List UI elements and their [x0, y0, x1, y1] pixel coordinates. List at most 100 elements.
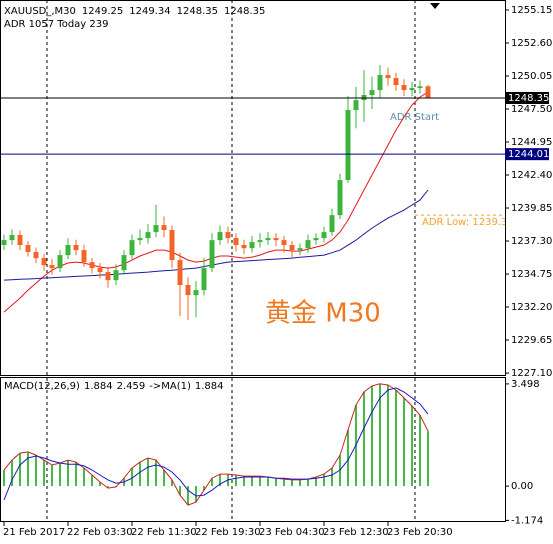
macd-bar	[155, 460, 157, 487]
macd-bar	[259, 476, 261, 487]
candle-body	[377, 75, 383, 91]
y-tick-label: 3.498	[511, 379, 540, 390]
macd-header-field: 2.459	[117, 381, 146, 392]
x-tick-label: 22 Feb 03:30	[67, 527, 133, 538]
header-field: XAUUSD_,M30	[4, 6, 76, 17]
macd-bar	[267, 477, 269, 487]
candle-body	[201, 268, 207, 291]
y-tick-label: 1237.30	[511, 236, 552, 247]
candle-body	[169, 230, 175, 261]
macd-bar	[411, 406, 413, 487]
x-tick-label: 21 Feb 2017	[3, 527, 65, 538]
candle-body	[57, 255, 63, 269]
candle-body	[409, 88, 415, 91]
macd-bar	[403, 397, 405, 487]
candle-body	[1, 240, 7, 245]
symbol-header: XAUUSD_,M30 1249.25 1249.34 1248.35 1248.35	[4, 6, 265, 17]
indicator-label: ADR 1057 Today 239	[4, 19, 108, 30]
y-tick-label: 1252.60	[511, 38, 552, 49]
y-tick-label: 1250.05	[511, 71, 552, 82]
candle-body	[41, 258, 47, 266]
macd-pane	[0, 377, 506, 522]
shift-marker	[430, 3, 440, 9]
price-label: 1244.01	[508, 149, 549, 160]
macd-bar	[91, 474, 93, 487]
macd-header-field: ->MA(1)	[149, 381, 191, 392]
candle-body	[417, 86, 423, 89]
candle-body	[225, 232, 231, 239]
candle-body	[129, 240, 135, 256]
price-label-box	[505, 148, 549, 161]
macd-bar	[171, 479, 173, 487]
candle-body	[401, 85, 407, 91]
y-tick-label: 1232.20	[511, 302, 552, 313]
macd-bar	[107, 486, 109, 489]
macd-bar	[275, 478, 277, 487]
moving-average	[3, 189, 429, 281]
macd-bar	[187, 486, 189, 506]
macd-bar	[251, 476, 253, 487]
y-tick-label: -1.174	[511, 515, 543, 526]
candle-body	[81, 250, 87, 263]
price-pane	[0, 0, 506, 376]
x-tick-label: 22 Feb 11:30	[131, 527, 197, 538]
price-label: 1248.35	[508, 93, 549, 104]
macd-bar	[147, 458, 149, 487]
macd-bar	[43, 460, 45, 487]
macd-bar	[331, 467, 333, 487]
macd-bar	[75, 462, 77, 487]
macd-bar	[219, 474, 221, 487]
macd-bar	[51, 465, 53, 487]
candle-body	[9, 235, 15, 241]
macd-bar	[299, 479, 301, 487]
y-tick-label: 1242.40	[511, 170, 552, 181]
macd-bar	[131, 467, 133, 487]
macd-ma-line	[3, 383, 429, 506]
y-tick-label: 1229.65	[511, 335, 552, 346]
candle-body	[313, 238, 319, 241]
macd-bar	[59, 462, 61, 487]
macd-bar	[67, 460, 69, 487]
macd-bar	[163, 470, 165, 487]
candle-body	[329, 215, 335, 233]
macd-bar	[427, 431, 429, 487]
candle-body	[305, 240, 311, 249]
macd-bar	[291, 479, 293, 487]
macd-bar	[35, 455, 37, 487]
x-tick-label: 23 Feb 20:30	[387, 527, 453, 538]
y-tick-label: 1227.10	[511, 368, 552, 379]
x-tick-label: 23 Feb 04:30	[259, 527, 325, 538]
candle-body	[233, 238, 239, 246]
signal-line	[3, 387, 429, 501]
macd-bar	[211, 478, 213, 487]
candle-body	[345, 110, 351, 181]
candle-body	[257, 240, 263, 243]
y-tick-label: 1244.95	[511, 137, 552, 148]
macd-bar	[419, 415, 421, 487]
macd-header-field: 1.884	[195, 381, 224, 392]
candle-body	[265, 238, 271, 241]
macd-header: MACD(12,26,9) 1.884 2.459 ->MA(1) 1.884	[4, 381, 224, 392]
macd-bar	[99, 481, 101, 487]
candle-body	[33, 252, 39, 259]
moving-average	[3, 91, 429, 313]
candle-body	[385, 75, 391, 79]
adr-low-label: ADR Low: 1239.3	[422, 217, 507, 228]
candle-body	[217, 232, 223, 241]
candle-body	[241, 245, 247, 249]
macd-bar	[139, 462, 141, 487]
macd-bar	[379, 383, 381, 487]
macd-bar	[363, 392, 365, 487]
x-tick-label: 22 Feb 19:30	[195, 527, 261, 538]
macd-bar	[371, 385, 373, 487]
candle-body	[89, 262, 95, 269]
candle-body	[25, 245, 31, 253]
candle-body	[49, 265, 55, 269]
candle-body	[105, 272, 111, 281]
candle-body	[121, 255, 127, 271]
candle-body	[249, 242, 255, 249]
macd-bar	[203, 486, 205, 491]
candle-body	[185, 285, 191, 296]
candle-body	[65, 245, 71, 256]
